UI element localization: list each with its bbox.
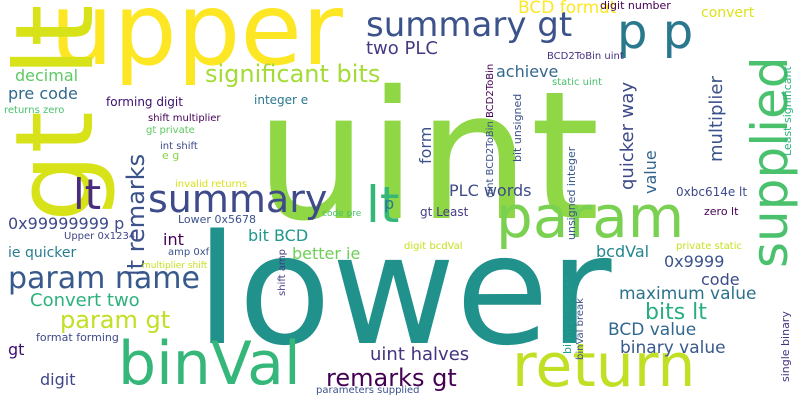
- word-return: return: [512, 331, 696, 400]
- word-static-uint: static uint: [552, 77, 603, 88]
- word-bit-bcd: bit BCD: [248, 226, 309, 245]
- word-value: value: [641, 150, 660, 194]
- word-decimal: decimal: [15, 66, 79, 85]
- word-bcdval: bcdVal: [596, 242, 650, 261]
- word-maximum-value: maximum value: [619, 284, 757, 304]
- word-bit-unsigned: bit unsigned: [511, 93, 524, 162]
- word-amp-0xf: amp 0xf: [168, 247, 210, 258]
- word-least-significant: Least significant: [781, 66, 794, 156]
- word-gt: gt: [8, 340, 25, 359]
- word-binary-value: binary value: [620, 338, 726, 358]
- word-summary-gt: summary gt: [366, 5, 573, 45]
- word-achieve: achieve: [496, 62, 559, 81]
- word-code: code: [701, 270, 740, 289]
- word-bcd-value: BCD value: [608, 320, 697, 340]
- word-uint: uint: [255, 53, 600, 260]
- word-uint-halves: uint halves: [370, 344, 470, 365]
- word-gt-private: gt private: [146, 125, 195, 136]
- word-significant-bits: significant bits: [205, 60, 381, 88]
- word-form: form: [416, 126, 435, 164]
- word-bcd-format: BCD format: [518, 0, 617, 18]
- word-forming-digit: forming digit: [106, 95, 183, 109]
- word-param: param: [496, 183, 685, 251]
- word-lower: lower: [196, 202, 612, 379]
- word-binval-break: binVal break: [575, 298, 586, 360]
- word-digit: digit: [40, 370, 76, 389]
- word-p: p: [384, 194, 395, 213]
- word-bits-lt: bits lt: [645, 300, 707, 325]
- word-param-gt: param gt: [60, 306, 171, 334]
- word-lower-0x5678: Lower 0x5678: [178, 213, 256, 226]
- word-bcd2tobin: BCD2ToBin: [485, 63, 496, 118]
- word-single-binary: single binary: [779, 311, 792, 382]
- word-binary-integer: binary integer: [561, 276, 574, 354]
- word-convert: convert: [701, 5, 755, 21]
- word-lt-2: lt: [73, 170, 102, 219]
- word-gt-least: gt Least: [420, 205, 469, 219]
- word-shift-multiplier: shift multiplier: [148, 113, 221, 124]
- word-uint-bcd2tobin: uint BCD2ToBin: [485, 121, 496, 198]
- word-summary: summary: [148, 177, 328, 221]
- word-int: int: [163, 230, 184, 249]
- word-0x99999999-p: 0x99999999 p: [8, 214, 125, 233]
- word-digit-number: digit number: [600, 0, 671, 12]
- word-bcd2tobin-uint: BCD2ToBin uint: [547, 51, 624, 62]
- word-ie-quicker: ie quicker: [8, 245, 77, 261]
- word-private-static: private static: [676, 241, 742, 252]
- word-binVal: binVal: [118, 329, 301, 399]
- word-better-ie: better ie: [292, 244, 361, 263]
- word-convert-two: Convert two: [30, 290, 140, 311]
- word-quicker-way: quicker way: [617, 81, 638, 190]
- word-lt-1: lt: [366, 176, 400, 234]
- word-int-shift: int shift: [160, 141, 198, 152]
- word-e-g: e g: [162, 149, 180, 162]
- word-upper-0x1234: Upper 0x1234: [64, 231, 136, 242]
- word-returns-zero: returns zero: [4, 105, 65, 116]
- word-invalid-returns: invalid returns: [175, 179, 248, 190]
- word-0xbc614e-lt: 0xbc614e lt: [676, 185, 748, 199]
- word-parameters-supplied: parameters supplied: [316, 385, 420, 396]
- word-p-p: p p: [617, 4, 694, 60]
- word-multiplier: multiplier: [706, 76, 727, 162]
- word-multiplier-shift: multiplier shift: [142, 261, 208, 271]
- word-0x9999: 0x9999: [664, 252, 725, 271]
- word-pre-code: pre code: [8, 84, 78, 103]
- word-lt-remarks: lt remarks: [122, 153, 150, 276]
- word-digit-bcdval: digit bcdVal: [404, 241, 463, 252]
- word-two-plc: two PLC: [366, 38, 438, 59]
- word-plc-words: PLC words: [449, 181, 532, 200]
- word-code-pre: code pre: [322, 209, 362, 219]
- word-shift-amp: shift amp: [277, 249, 288, 296]
- word-unsigned-integer: unsigned integer: [565, 146, 578, 240]
- word-zero-lt: zero lt: [704, 205, 739, 218]
- word-upper: upper: [50, 0, 343, 88]
- word-remarks-gt: remarks gt: [326, 364, 457, 392]
- word-integer-e: integer e: [254, 93, 309, 107]
- word-format-forming: format forming: [36, 331, 119, 344]
- word-param-name: param name: [8, 261, 200, 296]
